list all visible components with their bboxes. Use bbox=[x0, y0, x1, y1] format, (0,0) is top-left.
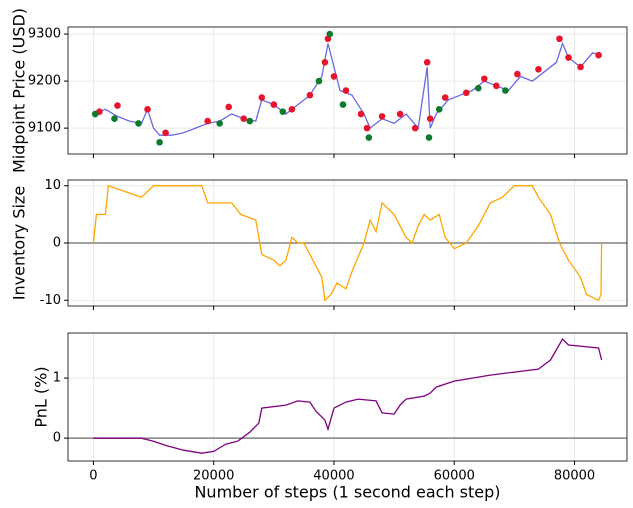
x-tick-label: 20000 bbox=[193, 469, 234, 484]
data-point bbox=[365, 134, 373, 141]
data-point bbox=[246, 117, 254, 125]
y-tick-label: 9100 bbox=[28, 121, 61, 136]
y-tick-label: 9200 bbox=[28, 74, 61, 89]
y-tick-label: 10 bbox=[44, 178, 61, 193]
y-tick-label: -10 bbox=[40, 293, 61, 308]
data-point bbox=[435, 106, 443, 113]
x-tick-label: 0 bbox=[89, 469, 97, 484]
data-line bbox=[93, 337, 603, 454]
y-axis-label: PnL (%) bbox=[32, 366, 51, 427]
data-point bbox=[423, 58, 431, 66]
data-point bbox=[216, 120, 224, 127]
data-point bbox=[363, 124, 371, 132]
data-point bbox=[342, 87, 350, 94]
data-point bbox=[378, 113, 386, 120]
data-point bbox=[156, 138, 163, 146]
data-point bbox=[279, 108, 287, 115]
data-point bbox=[91, 110, 99, 118]
data-point bbox=[288, 106, 296, 113]
data-point bbox=[426, 115, 434, 123]
data-point bbox=[411, 124, 419, 132]
y-tick-label: 0 bbox=[53, 236, 61, 251]
data-point bbox=[135, 120, 142, 127]
plot-frame bbox=[67, 179, 628, 307]
data-point bbox=[240, 115, 248, 123]
x-tick-label: 40000 bbox=[313, 469, 354, 484]
y-tick-label: 1 bbox=[53, 371, 61, 386]
data-point bbox=[204, 117, 211, 125]
data-point bbox=[270, 101, 278, 108]
data-point bbox=[357, 110, 365, 118]
x-tick-label: 60000 bbox=[434, 469, 475, 484]
x-axis-label: Number of steps (1 second each step) bbox=[194, 483, 500, 502]
data-point bbox=[565, 54, 572, 61]
data-point bbox=[396, 110, 404, 118]
x-tick-label: 80000 bbox=[554, 469, 595, 484]
plot-frame bbox=[67, 26, 628, 155]
data-point bbox=[330, 73, 338, 80]
data-point bbox=[441, 94, 449, 101]
data-point bbox=[339, 101, 347, 108]
y-axis-label: Inventory Size bbox=[10, 186, 29, 300]
data-point bbox=[111, 115, 118, 123]
data-point bbox=[556, 35, 563, 43]
y-axis-label: Midpoint Price (USD) bbox=[10, 8, 29, 173]
data-point bbox=[162, 129, 169, 137]
plot-frame bbox=[67, 332, 628, 462]
data-point bbox=[475, 84, 482, 92]
data-point bbox=[493, 82, 500, 90]
data-point bbox=[225, 103, 233, 111]
data-point bbox=[502, 87, 509, 94]
data-point bbox=[114, 102, 121, 109]
data-point bbox=[535, 66, 542, 73]
data-point bbox=[321, 58, 329, 66]
y-tick-label: 0 bbox=[53, 431, 61, 446]
data-point bbox=[144, 106, 151, 113]
data-point bbox=[315, 77, 323, 85]
data-point bbox=[462, 89, 470, 97]
data-point bbox=[577, 63, 584, 71]
data-point bbox=[306, 91, 314, 99]
y-tick-label: 9300 bbox=[28, 27, 61, 42]
data-point bbox=[258, 94, 266, 101]
data-point bbox=[425, 134, 433, 141]
data-point bbox=[595, 51, 602, 59]
data-point bbox=[514, 70, 521, 78]
data-line bbox=[92, 184, 603, 302]
data-point bbox=[481, 75, 488, 83]
data-point bbox=[326, 30, 334, 38]
